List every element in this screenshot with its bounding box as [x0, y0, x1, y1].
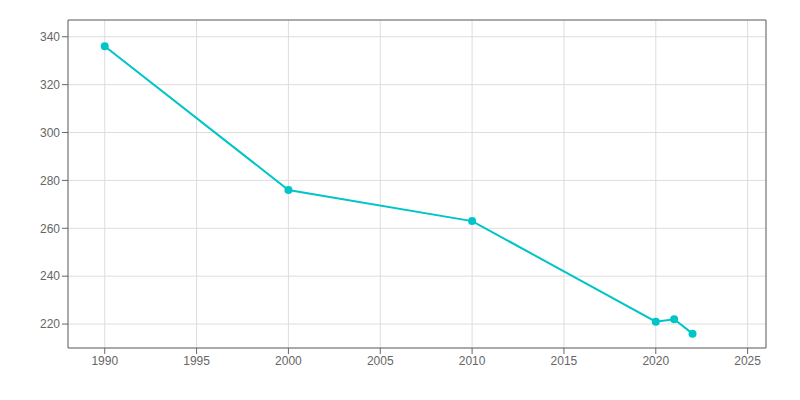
svg-text:2010: 2010 — [459, 354, 486, 368]
svg-text:320: 320 — [40, 78, 60, 92]
svg-text:2015: 2015 — [551, 354, 578, 368]
svg-text:2005: 2005 — [367, 354, 394, 368]
svg-text:2020: 2020 — [642, 354, 669, 368]
svg-text:340: 340 — [40, 30, 60, 44]
svg-text:1995: 1995 — [183, 354, 210, 368]
svg-text:260: 260 — [40, 222, 60, 236]
svg-text:2025: 2025 — [734, 354, 761, 368]
svg-text:280: 280 — [40, 174, 60, 188]
svg-text:300: 300 — [40, 126, 60, 140]
svg-text:220: 220 — [40, 317, 60, 331]
svg-text:2000: 2000 — [275, 354, 302, 368]
svg-text:1990: 1990 — [91, 354, 118, 368]
svg-text:240: 240 — [40, 269, 60, 283]
